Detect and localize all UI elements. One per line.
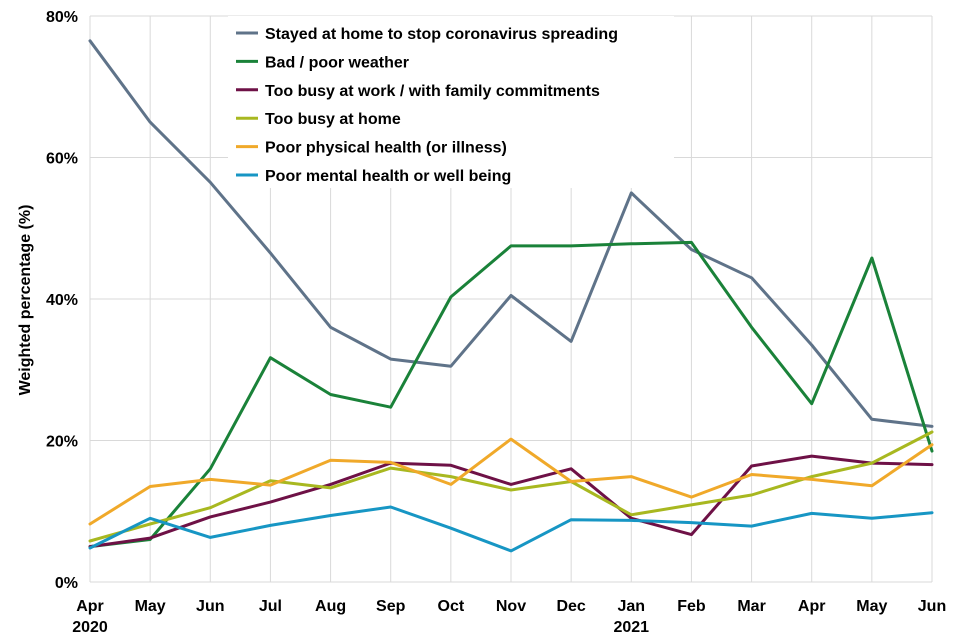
y-tick-label: 40% <box>46 292 78 309</box>
y-tick-label: 60% <box>46 151 78 168</box>
legend: Stayed at home to stop coronavirus sprea… <box>228 16 674 188</box>
legend-label: Poor physical health (or illness) <box>265 140 507 157</box>
x-tick-label: Oct <box>438 598 465 615</box>
x-tick-labels: Apr May Jun Jul Aug Sep Oct Nov Dec Jan Feb Mar Apr M… <box>72 598 946 636</box>
series-line-5 <box>88 437 934 526</box>
y-tick-label: 20% <box>46 434 78 451</box>
x-tick-label: Jun <box>196 598 224 615</box>
x-tick-label: Jan <box>617 598 645 615</box>
series-line-6 <box>88 505 934 553</box>
legend-background <box>228 16 674 188</box>
series-line-4 <box>88 430 934 543</box>
series-line-1 <box>88 39 934 428</box>
series-lines <box>88 39 934 553</box>
y-tick-label: 80% <box>46 9 78 26</box>
x-tick-label: Jul <box>259 598 282 615</box>
y-tick-labels: 0% 20% 40% 60% 80% <box>46 9 78 592</box>
x-tick-label: Dec <box>556 598 585 615</box>
x-tick-label: Aug <box>315 598 346 615</box>
x-year-label: 2021 <box>613 619 649 636</box>
legend-label: Too busy at home <box>265 111 401 128</box>
y-tick-label: 0% <box>55 575 78 592</box>
x-tick-label: Apr <box>798 598 826 615</box>
y-axis-title: Weighted percentage (%) <box>17 205 34 396</box>
legend-label: Stayed at home to stop coronavirus sprea… <box>265 26 618 43</box>
series-line-2 <box>88 240 934 549</box>
x-tick-label: Mar <box>737 598 765 615</box>
x-tick-label: May <box>135 598 166 615</box>
legend-label: Bad / poor weather <box>265 54 409 71</box>
series-line-3 <box>88 454 934 549</box>
x-tick-label: Sep <box>376 598 406 615</box>
x-tick-label: Apr <box>76 598 104 615</box>
x-year-label: 2020 <box>72 619 108 636</box>
x-tick-label: Jun <box>918 598 946 615</box>
x-tick-label: May <box>856 598 887 615</box>
x-tick-label: Feb <box>677 598 706 615</box>
legend-label: Too busy at work / with family commitmen… <box>265 83 600 100</box>
legend-label: Poor mental health or well being <box>265 168 511 185</box>
x-tick-label: Nov <box>496 598 526 615</box>
